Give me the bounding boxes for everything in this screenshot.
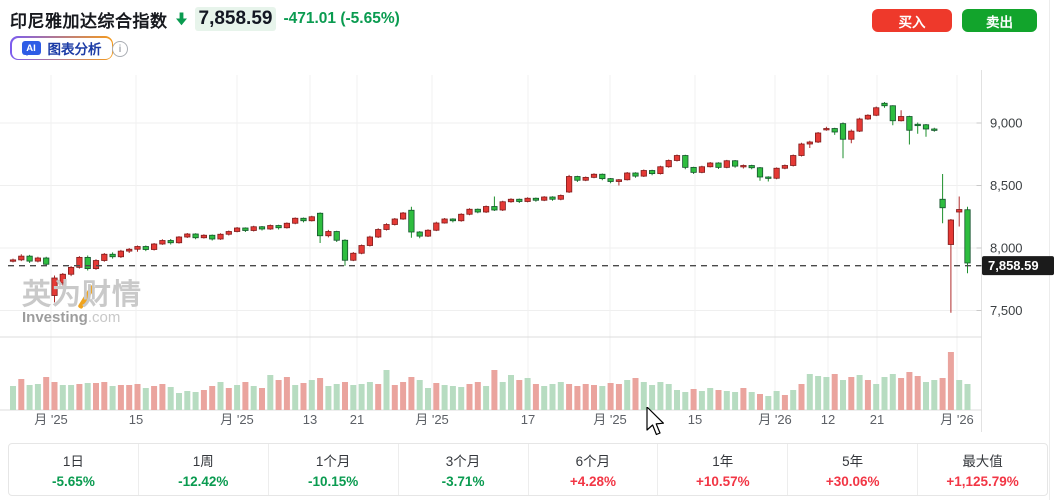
instrument-header: 印尼雅加达综合指数 7,858.59 -471.01 (-5.65%): [10, 5, 400, 33]
period-return-value: -10.15%: [308, 474, 359, 489]
period-tab-3[interactable]: 1个月 -10.15%: [267, 444, 398, 495]
period-return-value: -5.65%: [52, 474, 95, 489]
period-label: 5年: [842, 454, 864, 469]
last-price-tag: [982, 256, 1054, 276]
period-tab-6[interactable]: 1年 +10.57%: [657, 444, 787, 495]
svg-text:7,858.59: 7,858.59: [988, 258, 1039, 273]
svg-text:21: 21: [870, 412, 884, 427]
period-label: 1年: [712, 454, 734, 469]
period-tab-4[interactable]: 3个月 -3.71%: [397, 444, 528, 495]
svg-text:月 '26: 月 '26: [758, 412, 792, 427]
svg-text:21: 21: [350, 412, 364, 427]
svg-text:15: 15: [129, 412, 143, 427]
svg-text:8,000: 8,000: [990, 241, 1023, 256]
price-change: -471.01 (-5.65%): [283, 10, 400, 27]
y-axis-labels: 9,000 8,500 8,000 7,500: [976, 116, 1023, 318]
svg-text:7,500: 7,500: [990, 303, 1023, 318]
period-return-value: -3.71%: [441, 474, 485, 489]
candlestick-series: [9, 102, 971, 313]
info-icon[interactable]: i: [112, 41, 128, 57]
svg-text:月 '25: 月 '25: [34, 412, 68, 427]
period-tab-1[interactable]: 1日 -5.65%: [9, 444, 138, 495]
price-down-arrow-icon: [175, 12, 188, 26]
period-label: 6个月: [575, 454, 611, 469]
period-return-value: -12.42%: [178, 474, 229, 489]
svg-text:8,500: 8,500: [990, 178, 1023, 193]
period-return-value: +30.06%: [825, 474, 880, 489]
ai-chart-analysis-inner: AI 图表分析: [11, 37, 112, 59]
ai-badge-icon: AI: [21, 41, 41, 56]
svg-text:月 '25: 月 '25: [220, 412, 254, 427]
period-label: 最大值: [962, 454, 1003, 469]
buy-button[interactable]: 买入: [872, 9, 952, 32]
period-label: 1周: [192, 454, 214, 469]
period-tab-2[interactable]: 1周 -12.42%: [137, 444, 268, 495]
svg-text:17: 17: [521, 412, 535, 427]
last-price: 7,858.59: [194, 7, 277, 31]
sell-button[interactable]: 卖出: [962, 9, 1037, 32]
svg-text:月 '25: 月 '25: [593, 412, 627, 427]
ai-chart-analysis-label: 图表分析: [47, 42, 102, 57]
svg-text:9,000: 9,000: [990, 116, 1023, 131]
last-price-line: 7,858.59: [8, 256, 1054, 276]
period-tab-7[interactable]: 5年 +30.06%: [787, 444, 917, 495]
svg-text:15: 15: [688, 412, 702, 427]
period-tab-8[interactable]: 最大值 +1,125.79%: [917, 444, 1047, 495]
gridlines: [0, 75, 982, 410]
svg-text:月 '26: 月 '26: [940, 412, 974, 427]
svg-text:13: 13: [303, 412, 317, 427]
svg-text:月 '25: 月 '25: [415, 412, 449, 427]
ai-chart-analysis-button[interactable]: AI 图表分析: [10, 36, 113, 60]
page-title: 印尼雅加达综合指数: [10, 11, 168, 31]
period-return-value: +10.57%: [695, 474, 750, 489]
x-axis-labels: 月 '25 15 月 '25 13 21 月 '25 17 月 '25 15 月 '26 12 21 月…: [34, 412, 974, 427]
period-label: 3个月: [445, 454, 481, 469]
period-return-value: +4.28%: [569, 474, 617, 489]
svg-text:12: 12: [821, 412, 835, 427]
period-label: 1个月: [315, 454, 351, 469]
period-selector: 1日 -5.65% 1周 -12.42% 1个月 -10.15% 3个月 -3.71% 6个月 +…: [8, 443, 1048, 496]
period-return-value: +1,125.79%: [946, 474, 1019, 489]
volume-series: [10, 352, 971, 410]
period-tab-5[interactable]: 6个月 +4.28%: [527, 444, 658, 495]
period-label: 1日: [62, 454, 84, 469]
page-edge-divider: [1049, 0, 1050, 500]
